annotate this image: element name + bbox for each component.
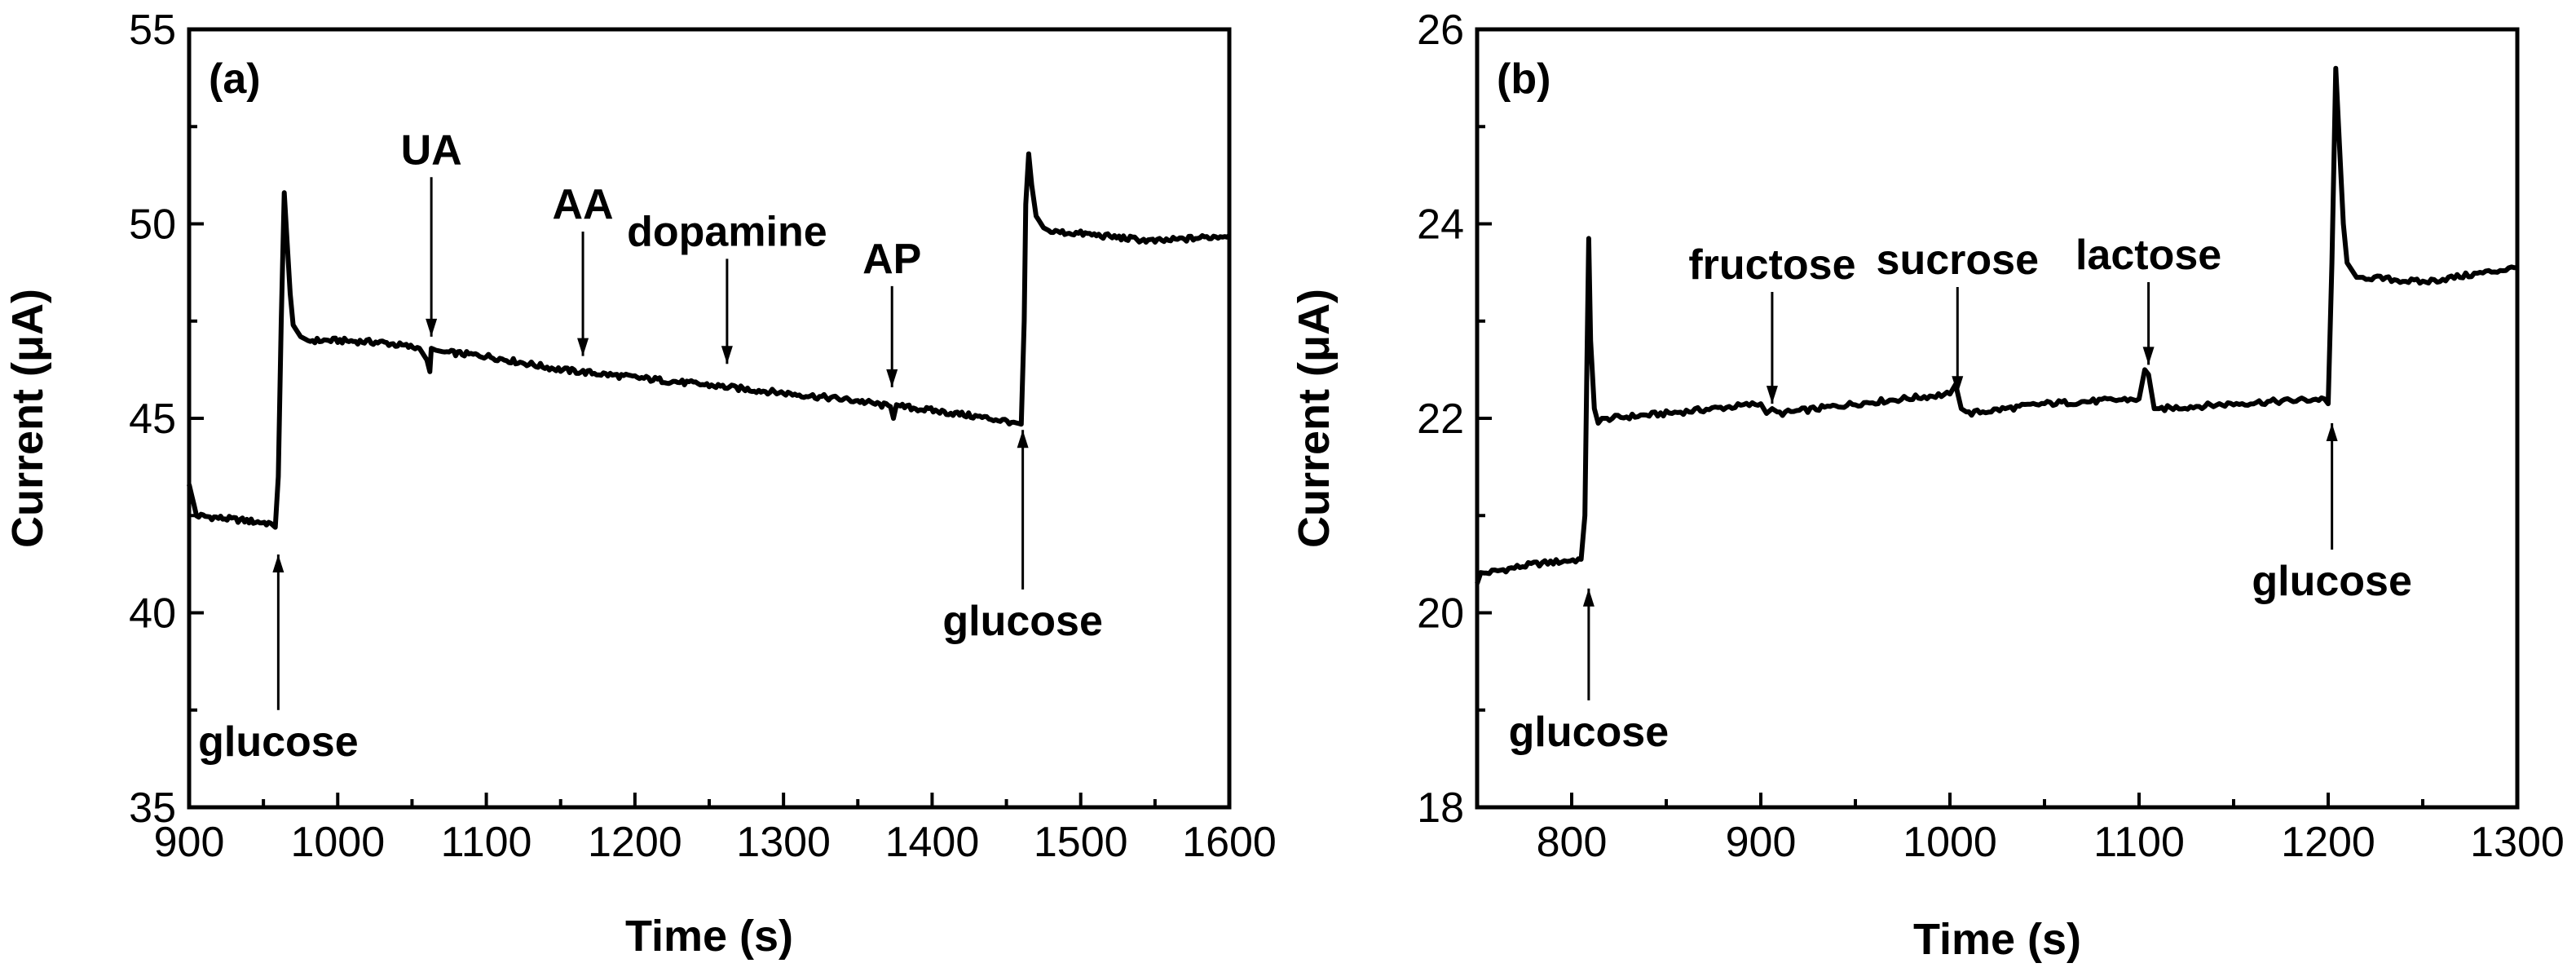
x-tick-label: 1400 bbox=[885, 819, 980, 866]
x-tick-label: 1300 bbox=[736, 819, 831, 866]
panel-a-series-line bbox=[187, 151, 1231, 530]
panel-b-x-axis-title: Time (s) bbox=[1913, 915, 2081, 964]
panel-a-ticks: 900 1000 1100 1200 1300 1400 1500 1600 35 40 45 50 5… bbox=[129, 7, 1277, 866]
panel-a-label: (a) bbox=[209, 55, 261, 103]
y-tick-label: 22 bbox=[1417, 395, 1464, 443]
annotation-arrow-head bbox=[2326, 422, 2338, 441]
x-tick-label: 900 bbox=[154, 819, 225, 866]
annotation-arrow-head bbox=[1582, 588, 1595, 607]
y-tick-label: 55 bbox=[129, 7, 176, 54]
annotation-arrow-head bbox=[426, 318, 438, 337]
panel-b-annotations: glucose fructose sucrose lactose glucose bbox=[1509, 232, 2412, 756]
panel-b-ticks: 800 900 1000 1100 1200 1300 18 20 22 24 26 bbox=[1417, 7, 2565, 866]
annotation-arrow-head bbox=[1017, 430, 1029, 448]
annotation-arrow-head bbox=[1952, 376, 1964, 395]
y-tick-label: 40 bbox=[129, 590, 176, 638]
panel-b-label: (b) bbox=[1497, 55, 1550, 103]
annotation-label-glucose: glucose bbox=[2252, 558, 2412, 605]
x-tick-label: 1000 bbox=[290, 819, 385, 866]
x-tick-label: 1600 bbox=[1182, 819, 1277, 866]
annotation-arrow-head bbox=[886, 369, 898, 387]
x-tick-label: 800 bbox=[1537, 819, 1608, 866]
y-tick-label: 18 bbox=[1417, 784, 1464, 832]
y-tick-label: 26 bbox=[1417, 7, 1464, 54]
annotation-arrow-head bbox=[721, 346, 733, 364]
annotation-arrow-head bbox=[577, 338, 589, 356]
y-tick-label: 50 bbox=[129, 201, 176, 249]
panel-a-x-axis-title: Time (s) bbox=[625, 912, 793, 961]
x-tick-label: 1100 bbox=[2093, 819, 2185, 866]
annotation-arrow-head bbox=[272, 554, 285, 572]
panel-a: 900 1000 1100 1200 1300 1400 1500 1600 35 40 45 50 5… bbox=[3, 7, 1277, 961]
x-tick-label: 1100 bbox=[441, 819, 532, 866]
y-tick-label: 35 bbox=[129, 784, 176, 832]
panel-b: 800 900 1000 1100 1200 1300 18 20 22 24 26 glucose… bbox=[1290, 7, 2565, 964]
y-tick-label: 20 bbox=[1417, 590, 1464, 638]
panel-a-y-axis-title: Current (μA) bbox=[3, 289, 52, 548]
annotation-label-dopamine: dopamine bbox=[627, 208, 827, 255]
annotation-label-glucose: glucose bbox=[198, 718, 359, 766]
annotation-arrow-head bbox=[1766, 386, 1778, 404]
annotation-label-ua: UA bbox=[401, 126, 462, 174]
annotation-label-ap: AP bbox=[862, 236, 921, 283]
panel-b-y-axis-title: Current (μA) bbox=[1290, 289, 1339, 548]
x-tick-label: 1200 bbox=[2281, 819, 2375, 866]
annotation-label-sucrose: sucrose bbox=[1877, 236, 2039, 284]
x-tick-label: 1500 bbox=[1034, 819, 1128, 866]
x-tick-label: 1300 bbox=[2470, 819, 2565, 866]
annotation-label-fructose: fructose bbox=[1688, 241, 1855, 289]
panel-b-series-line bbox=[1475, 65, 2518, 585]
panel-a-annotations: glucose UA AA dopamine AP glucose bbox=[198, 126, 1103, 765]
x-tick-label: 1200 bbox=[588, 819, 682, 866]
x-tick-label: 900 bbox=[1726, 819, 1797, 866]
annotation-label-aa: AA bbox=[553, 181, 614, 228]
annotation-arrow-head bbox=[2142, 347, 2155, 365]
y-tick-label: 45 bbox=[129, 395, 176, 443]
annotation-label-glucose: glucose bbox=[942, 598, 1103, 645]
y-tick-label: 24 bbox=[1417, 201, 1464, 249]
x-tick-label: 1000 bbox=[1903, 819, 1997, 866]
annotation-label-lactose: lactose bbox=[2075, 232, 2221, 279]
annotation-label-glucose: glucose bbox=[1509, 709, 1670, 756]
